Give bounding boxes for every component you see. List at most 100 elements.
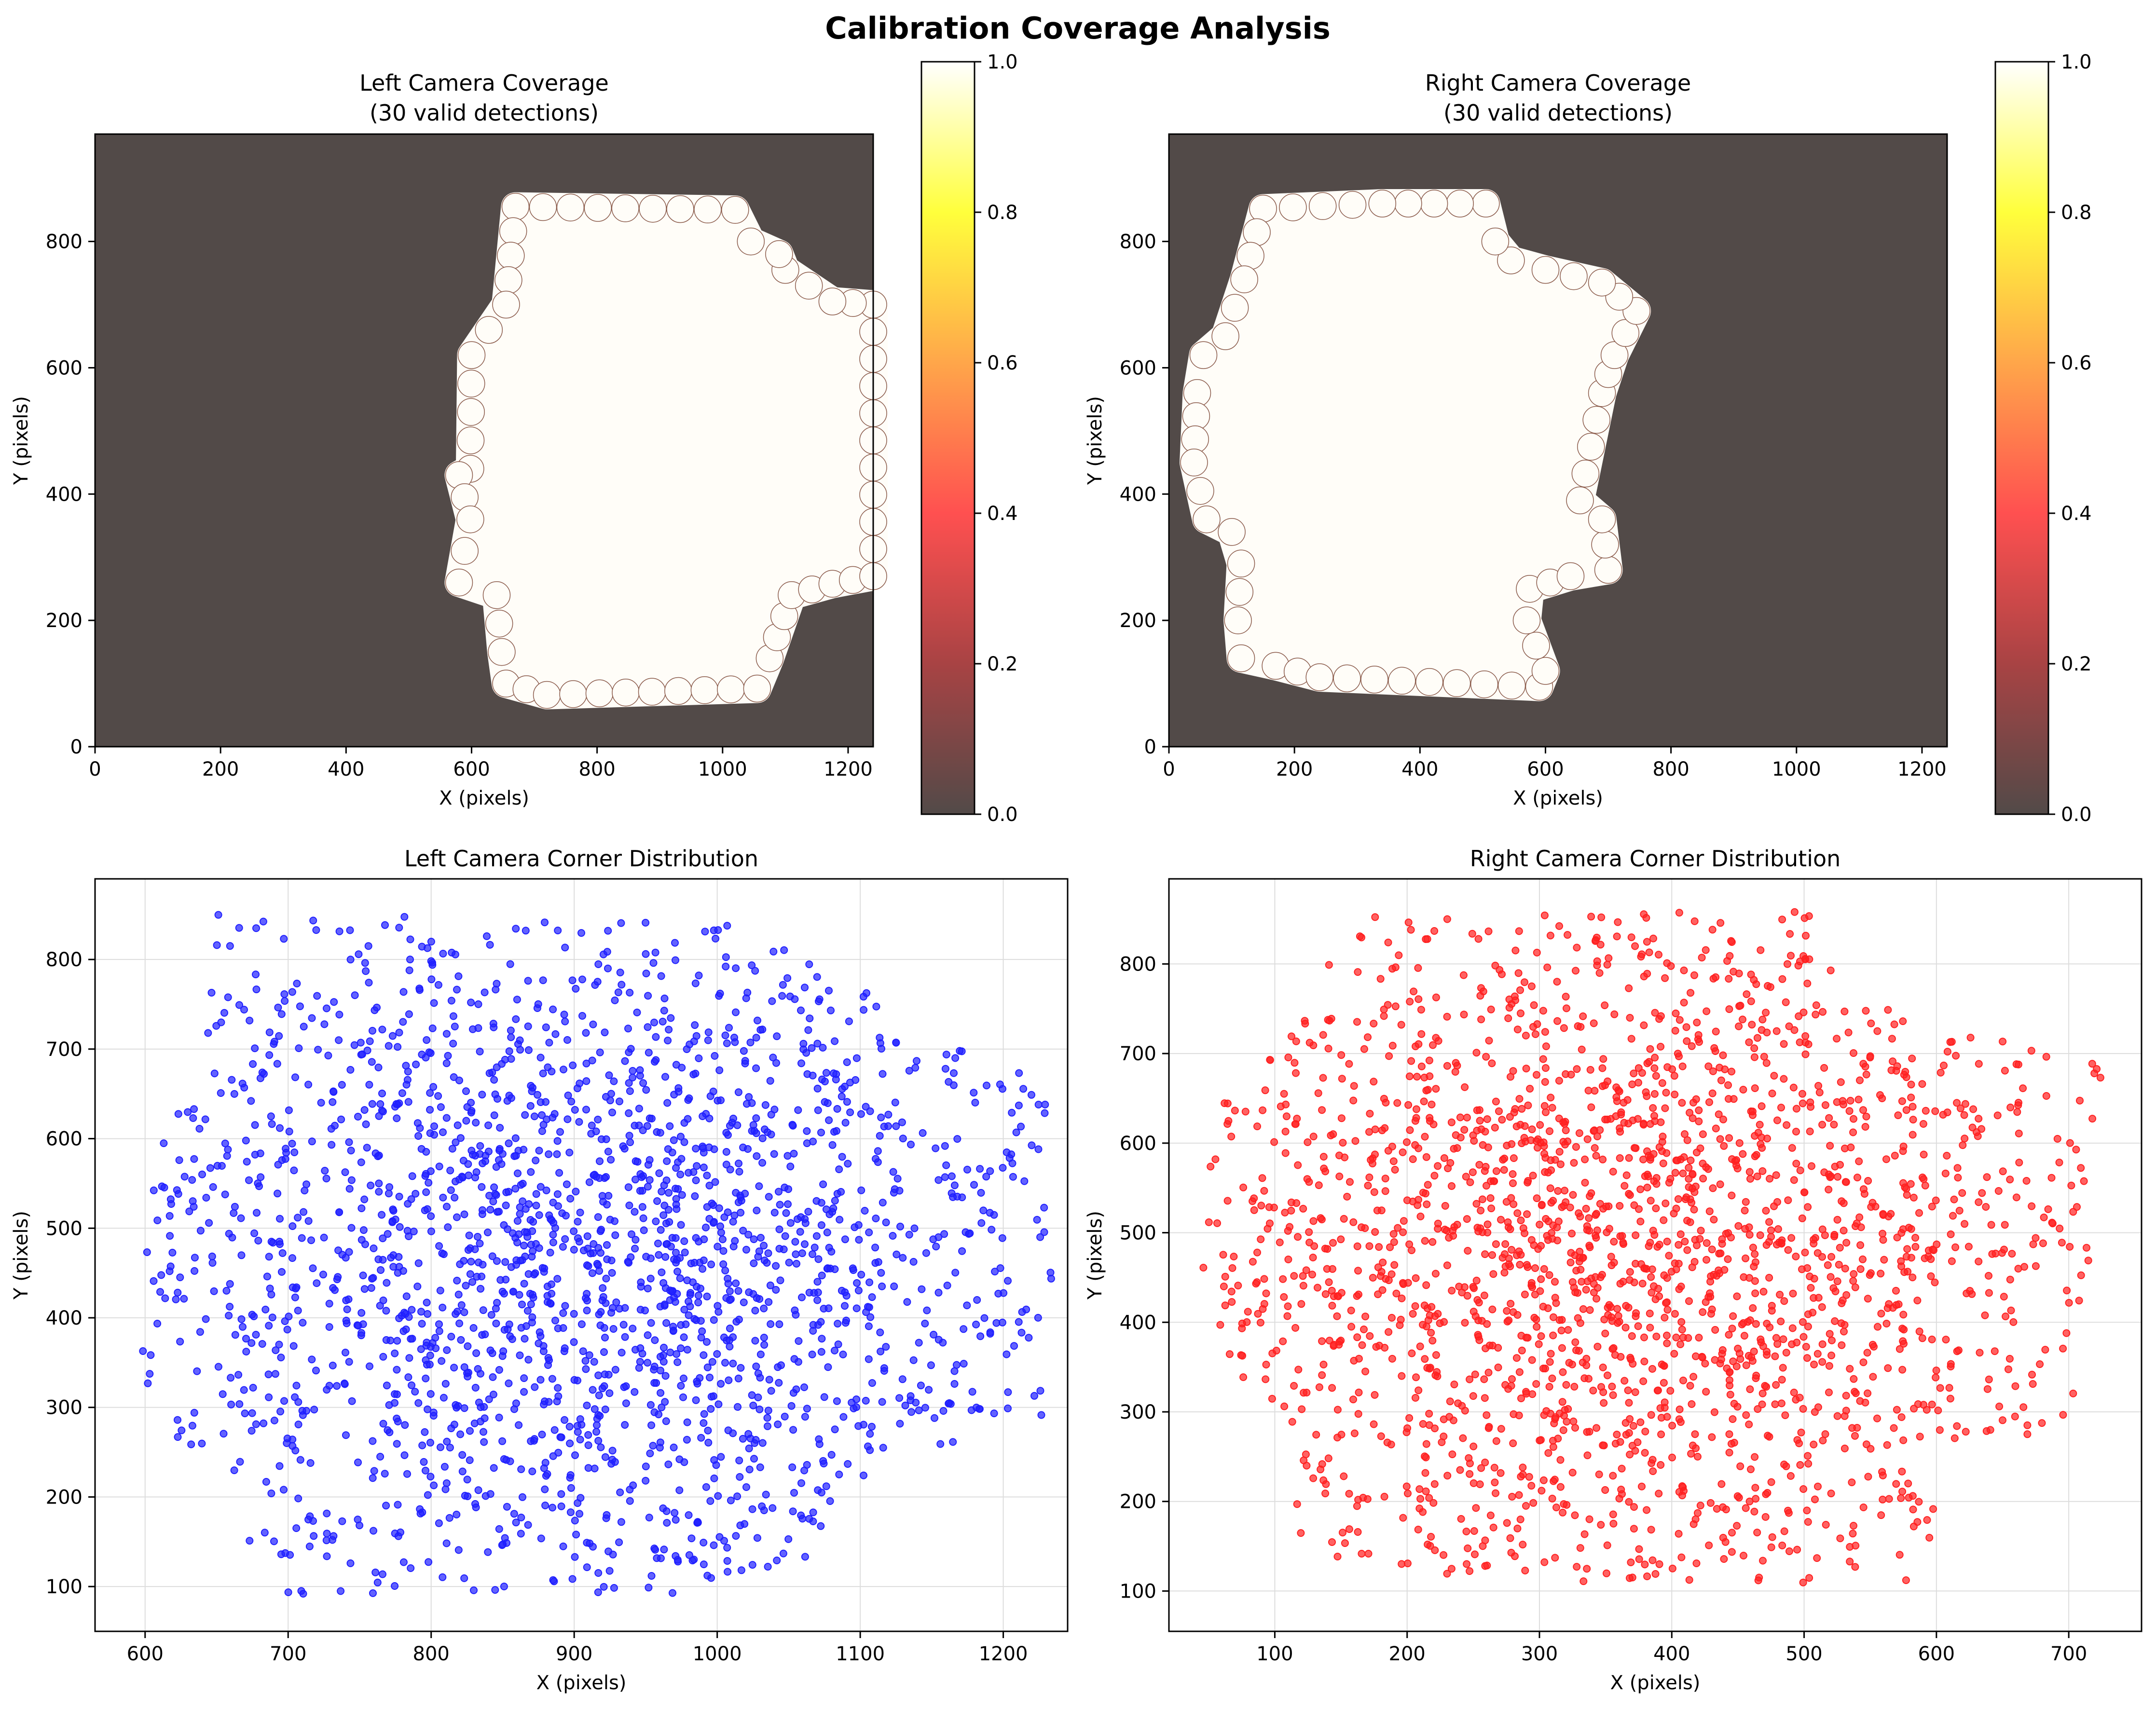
right-scatter-point (1837, 1078, 1845, 1086)
right-scatter-xtick-label-5: 600 (1918, 1643, 1955, 1665)
right-scatter-point (1915, 1327, 1923, 1336)
left-scatter-point (516, 1351, 524, 1359)
right-scatter-point (1803, 1354, 1811, 1362)
left-scatter-point (621, 1421, 629, 1429)
right-scatter-point (1491, 1478, 1499, 1487)
left-scatter-point (578, 1012, 586, 1020)
right-scatter-point (1288, 1032, 1295, 1040)
right-scatter-point (1480, 1291, 1488, 1299)
right-scatter-point (1442, 1227, 1451, 1235)
right-scatter-point (1292, 1037, 1300, 1045)
right-scatter-point (1262, 1375, 1270, 1383)
left-scatter-point (973, 1296, 981, 1304)
left-scatter-point (511, 1134, 520, 1142)
left-scatter-point (843, 1058, 851, 1066)
left-scatter-point (590, 1171, 598, 1179)
left-scatter-point (570, 1245, 578, 1254)
right-scatter-point (1506, 1534, 1514, 1542)
right-scatter-point (1803, 1506, 1811, 1515)
right-scatter-point (1663, 1339, 1671, 1347)
left-scatter-point (831, 1346, 838, 1354)
right-scatter-point (1675, 1016, 1684, 1024)
right-scatter-point (1533, 1323, 1541, 1331)
right-scatter-point (1380, 1492, 1388, 1501)
right-scatter-point (1646, 1045, 1654, 1053)
right-scatter-point (2006, 1176, 2014, 1184)
right-scatter-point (1561, 1406, 1569, 1414)
right-scatter-point (1709, 974, 1717, 983)
left-scatter-point (271, 1370, 279, 1378)
right-scatter-point (1999, 1038, 2007, 1046)
right-scatter-point (1725, 1005, 1733, 1013)
right-scatter-point (1333, 1312, 1341, 1320)
right-scatter-point (1512, 1354, 1521, 1362)
right-scatter-point (2039, 1239, 2047, 1247)
left-scatter-point (369, 1474, 377, 1482)
right-scatter-point (1630, 1278, 1638, 1286)
left-scatter-point (597, 1135, 605, 1143)
left-scatter-point (951, 1054, 960, 1062)
right-scatter-point (1355, 1290, 1362, 1299)
left-scatter-point (597, 1443, 605, 1451)
left-scatter-point (662, 1417, 670, 1425)
left-scatter-point (705, 1215, 714, 1223)
left-scatter-point (365, 979, 373, 987)
right-scatter-point (1691, 1430, 1699, 1438)
left-scatter-point (378, 1211, 386, 1219)
right-scatter-point (1678, 1482, 1686, 1490)
left-scatter-point (357, 1158, 365, 1166)
right-scatter-point (1408, 1349, 1416, 1357)
left-scatter-point (360, 1195, 369, 1203)
right-scatter-point (1670, 1350, 1678, 1358)
right-scatter-point (1441, 1202, 1449, 1210)
right-scatter-point (1301, 1017, 1309, 1025)
left-scatter-point (443, 1437, 451, 1446)
left-scatter-point (422, 1188, 430, 1196)
left-scatter-point (453, 1213, 461, 1221)
left-scatter-point (557, 1490, 565, 1498)
right-scatter-ytick-label-1: 200 (1120, 1491, 1156, 1513)
right-coverage-detection-circle (1497, 671, 1526, 699)
right-scatter-point (1739, 1150, 1747, 1158)
left-scatter-point (180, 1173, 189, 1181)
right-scatter-point (1727, 937, 1735, 945)
right-scatter-point (1500, 1166, 1508, 1174)
left-coverage-detection-circle (664, 677, 692, 705)
left-scatter-point (399, 1558, 408, 1566)
left-scatter-point (343, 1319, 351, 1327)
left-scatter-point (722, 1161, 730, 1169)
left-scatter-point (986, 1209, 994, 1217)
left-scatter-point (941, 1142, 949, 1150)
right-scatter-point (1762, 1059, 1771, 1067)
left-scatter-point (890, 1282, 898, 1290)
left-scatter-point (528, 1253, 536, 1261)
left-coverage-detection-circle (737, 227, 765, 256)
right-scatter-point (1474, 935, 1483, 943)
left-scatter-point (300, 1023, 308, 1031)
left-scatter-point (545, 1150, 553, 1158)
right-scatter-point (1291, 1059, 1299, 1067)
left-scatter-point (649, 959, 658, 967)
left-scatter-point (308, 1355, 316, 1364)
right-scatter-point (1337, 1051, 1346, 1059)
right-scatter-point (1784, 1246, 1792, 1254)
left-scatter-point (793, 1259, 800, 1268)
left-scatter-point (732, 1279, 740, 1287)
left-scatter-point (809, 1250, 816, 1258)
left-scatter-point (1030, 1392, 1038, 1400)
right-scatter-point (2038, 1419, 2046, 1427)
left-scatter-point (814, 1255, 823, 1263)
right-scatter-point (1297, 1300, 1305, 1308)
right-scatter-point (1719, 1533, 1727, 1542)
right-scatter-point (1915, 1498, 1923, 1506)
right-scatter-point (1539, 1055, 1547, 1063)
left-scatter-point (661, 1372, 670, 1380)
right-scatter-point (1423, 1200, 1431, 1208)
right-scatter-point (1672, 1333, 1680, 1341)
right-scatter-point (1597, 1521, 1605, 1529)
left-scatter-point (594, 1569, 603, 1577)
left-coverage-detection-circle (721, 196, 749, 224)
right-scatter-point (1583, 1226, 1591, 1234)
left-scatter-point (499, 1540, 507, 1548)
right-scatter-point (1788, 1324, 1797, 1332)
